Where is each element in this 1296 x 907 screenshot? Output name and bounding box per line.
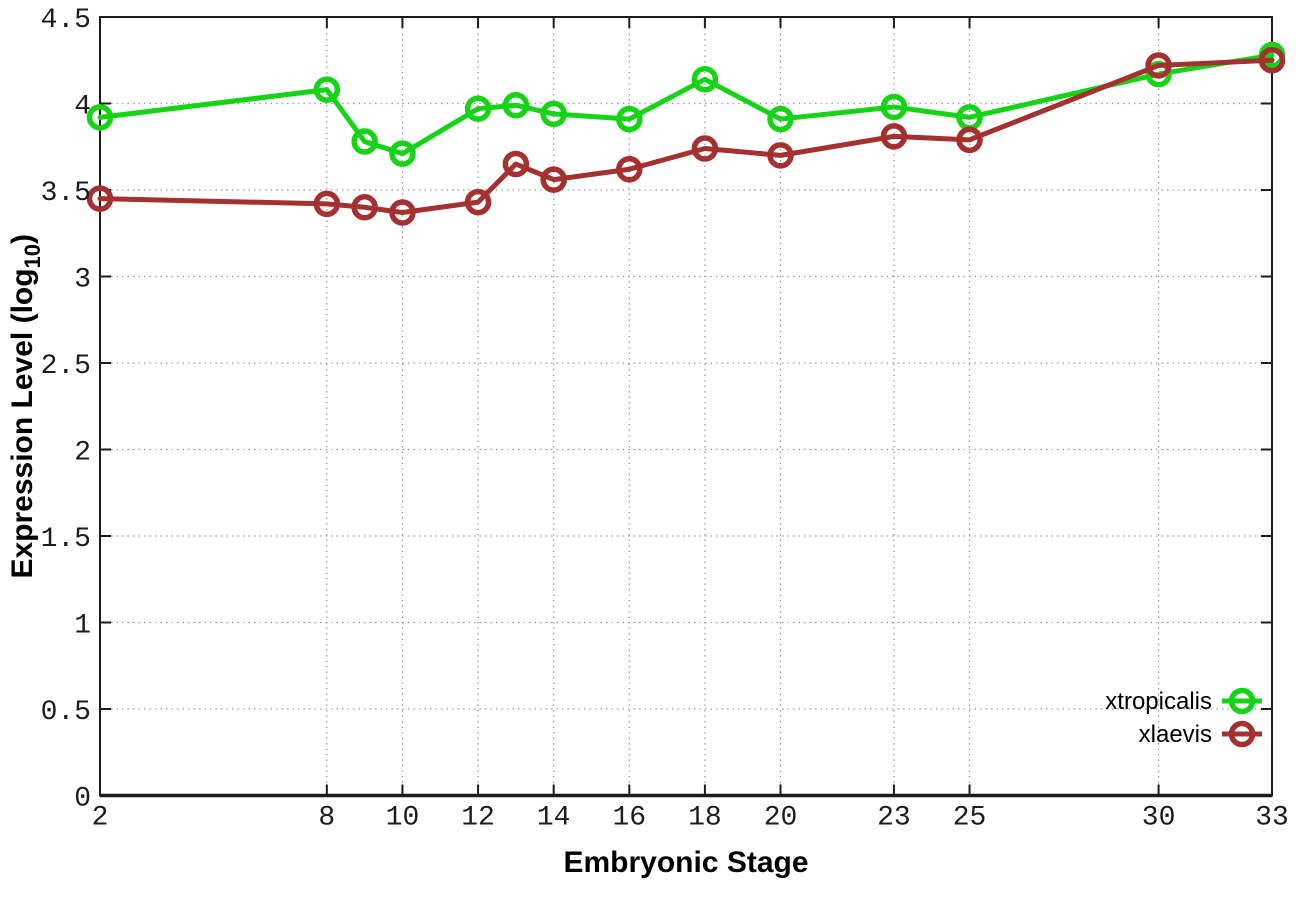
x-tick-label: 8 [318, 803, 335, 834]
y-tick-label: 1 [74, 611, 91, 642]
data-point-xtropicalis [880, 93, 908, 121]
data-point-xtropicalis [767, 105, 794, 133]
data-point-xtropicalis [540, 100, 567, 128]
data-point-xlaevis [880, 123, 908, 150]
data-point-xlaevis [691, 135, 719, 162]
series-line-xtropicalis [97, 52, 1275, 157]
x-tick-label: 12 [461, 803, 495, 834]
x-tick-label: 20 [764, 803, 798, 834]
data-point-xtropicalis [313, 76, 341, 103]
x-tick-label: 2 [92, 803, 109, 834]
data-point-xlaevis [389, 199, 416, 226]
data-point-xlaevis [86, 185, 114, 212]
x-tick-label: 10 [386, 803, 420, 834]
data-point-xlaevis [1145, 52, 1172, 79]
y-tick-label: 3.5 [41, 178, 91, 209]
y-tick-label: 0.5 [41, 697, 91, 728]
data-point-xlaevis [464, 188, 492, 216]
x-tick-label: 25 [953, 803, 987, 834]
data-point-xtropicalis [691, 66, 719, 93]
x-tick-label: 33 [1255, 803, 1289, 834]
x-tick-label: 18 [688, 803, 722, 834]
data-point-xlaevis [767, 142, 794, 169]
data-point-xlaevis [313, 190, 341, 218]
x-tick-label: 16 [612, 803, 646, 834]
data-point-xlaevis [956, 126, 983, 154]
y-tick-label: 2 [74, 438, 91, 469]
y-tick-label: 3 [74, 265, 91, 296]
data-point-xtropicalis [86, 104, 114, 131]
x-tick-label: 30 [1142, 803, 1176, 834]
data-point-xlaevis [540, 166, 567, 193]
data-point-xtropicalis [389, 140, 416, 167]
data-point-xtropicalis [464, 95, 492, 122]
data-point-xlaevis [1258, 47, 1286, 74]
data-point-xlaevis [502, 150, 530, 178]
x-tick-label: 14 [537, 803, 571, 834]
data-point-xtropicalis [351, 128, 378, 155]
y-tick-label: 4 [74, 92, 91, 123]
legend-label-xlaevis: xlaevis [1139, 721, 1212, 748]
legend-marker-xlaevis [1228, 720, 1256, 748]
y-tick-label: 2.5 [41, 351, 91, 382]
x-tick-label: 23 [877, 803, 911, 834]
data-point-xtropicalis [616, 105, 643, 133]
plot-border [99, 16, 1273, 797]
y-axis-title: Expression Level (log10) [6, 234, 45, 579]
x-axis-title: Embryonic Stage [563, 846, 808, 879]
legend-marker-xtropicalis [1228, 687, 1256, 715]
data-point-xlaevis [616, 155, 643, 183]
data-point-xtropicalis [502, 91, 530, 119]
y-tick-label: 1.5 [41, 524, 91, 555]
y-tick-label: 0 [74, 784, 91, 815]
y-tick-label: 4.5 [41, 5, 91, 36]
data-point-xlaevis [351, 194, 378, 221]
legend-label-xtropicalis: xtropicalis [1105, 688, 1212, 715]
